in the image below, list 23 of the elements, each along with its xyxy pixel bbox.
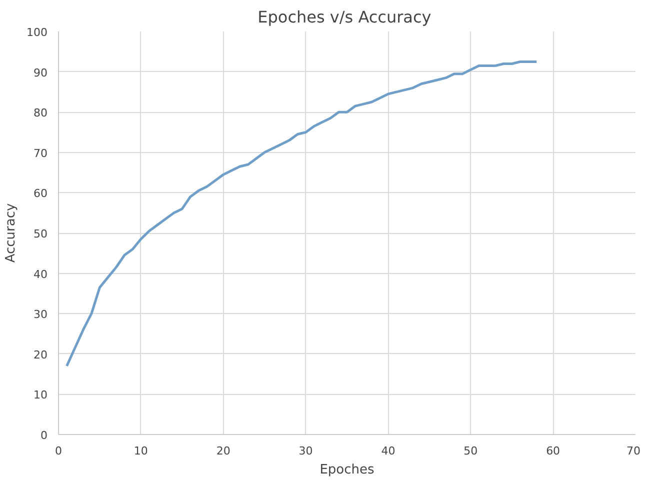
x-tick-label: 60 <box>546 444 560 458</box>
x-tick-label: 50 <box>464 444 478 458</box>
x-tick-label: 20 <box>216 444 230 458</box>
y-tick-label: 50 <box>34 228 48 240</box>
y-tick-label: 80 <box>34 106 48 120</box>
x-tick-label: 40 <box>381 444 396 458</box>
y-tick-label: 70 <box>34 146 48 160</box>
y-tick-label: 100 <box>26 26 48 39</box>
x-tick-label: 0 <box>55 444 62 458</box>
y-axis-title: Accuracy <box>4 203 19 263</box>
x-tick-label: 70 <box>626 444 641 458</box>
y-tick-label: 0 <box>40 429 48 442</box>
y-tick-label: 20 <box>34 348 48 362</box>
chart-title: Epoches v/s Accuracy <box>258 8 432 26</box>
y-tick-label: 10 <box>34 388 48 402</box>
x-tick-label: 10 <box>134 444 148 458</box>
x-axis-title: Epoches <box>320 462 375 478</box>
y-tick-label: 30 <box>34 308 48 322</box>
y-tick-label: 90 <box>34 66 48 80</box>
y-tick-label: 40 <box>34 268 48 281</box>
y-tick-label: 60 <box>34 187 48 200</box>
x-tick-label: 30 <box>298 444 313 458</box>
line-series <box>65 60 538 368</box>
